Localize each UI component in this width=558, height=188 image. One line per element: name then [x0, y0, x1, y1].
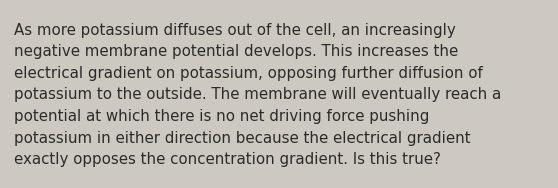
Text: As more potassium diffuses out of the cell, an increasingly
negative membrane po: As more potassium diffuses out of the ce… [14, 23, 501, 167]
